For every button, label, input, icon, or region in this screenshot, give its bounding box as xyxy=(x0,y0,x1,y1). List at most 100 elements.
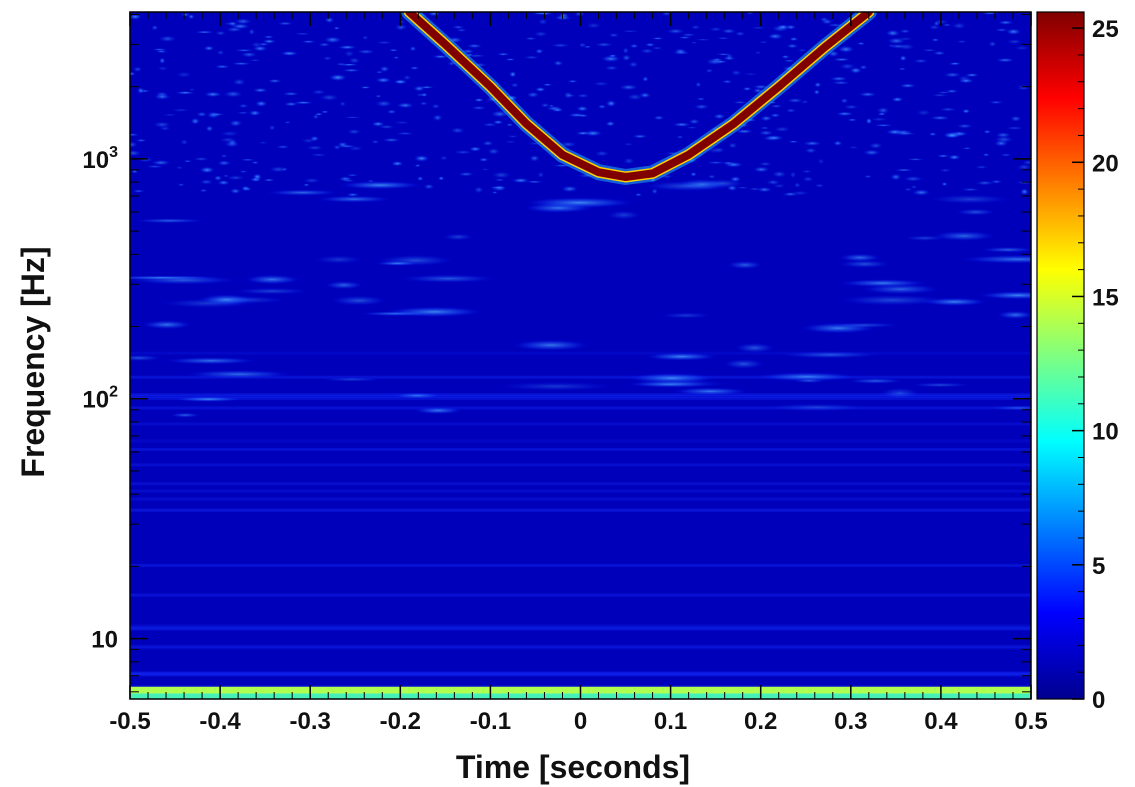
noise-speckle xyxy=(814,81,822,88)
noise-speckle xyxy=(333,144,341,150)
noise-speckle xyxy=(982,153,990,157)
colorbar-tick-label: 5 xyxy=(1092,553,1105,580)
noise-speckle xyxy=(432,114,443,122)
noise-speckle xyxy=(939,168,952,173)
noise-blob xyxy=(499,382,613,391)
noise-speckle xyxy=(727,142,738,149)
noise-speckle xyxy=(849,67,863,74)
noise-speckle xyxy=(245,187,252,191)
noise-speckle xyxy=(219,130,240,137)
noise-speckle xyxy=(262,39,276,44)
noise-speckle xyxy=(769,113,781,118)
noise-speckle xyxy=(906,158,925,161)
x-tick-label: -0.4 xyxy=(199,708,241,735)
noise-speckle xyxy=(726,185,738,192)
noise-band xyxy=(130,463,1031,467)
noise-speckle xyxy=(1005,28,1022,35)
noise-speckle xyxy=(960,187,980,192)
noise-speckle xyxy=(468,146,482,152)
noise-speckle xyxy=(135,138,147,143)
noise-speckle xyxy=(553,60,564,67)
noise-speckle xyxy=(685,126,698,129)
noise-speckle xyxy=(130,133,140,137)
noise-speckle xyxy=(941,181,948,187)
noise-speckle xyxy=(481,168,490,171)
noise-band xyxy=(130,447,1031,451)
noise-band xyxy=(130,422,1031,426)
noise-speckle xyxy=(375,77,392,83)
noise-blob xyxy=(244,274,300,285)
noise-speckle xyxy=(262,35,275,39)
noise-speckle xyxy=(471,106,487,110)
noise-speckle xyxy=(742,73,759,76)
noise-speckle xyxy=(529,154,540,162)
noise-speckle xyxy=(293,100,314,105)
noise-speckle xyxy=(496,52,510,56)
noise-speckle xyxy=(862,149,881,156)
noise-speckle xyxy=(550,43,570,48)
noise-speckle xyxy=(887,44,896,47)
noise-speckle xyxy=(494,178,505,182)
noise-speckle xyxy=(856,42,866,46)
noise-speckle xyxy=(275,145,291,149)
noise-speckle xyxy=(306,145,324,151)
noise-speckle xyxy=(478,157,489,162)
noise-speckle xyxy=(797,48,808,52)
noise-speckle xyxy=(213,175,223,181)
noise-band xyxy=(130,497,1031,501)
noise-speckle xyxy=(885,29,900,37)
noise-speckle xyxy=(559,141,578,148)
noise-blob xyxy=(677,178,726,190)
noise-speckle xyxy=(713,113,726,120)
noise-speckle xyxy=(375,100,393,108)
noise-speckle xyxy=(190,117,200,125)
noise-speckle xyxy=(605,100,617,107)
noise-speckle xyxy=(804,147,817,154)
noise-speckle xyxy=(487,147,500,155)
noise-speckle xyxy=(540,102,550,108)
noise-speckle xyxy=(130,169,139,174)
noise-speckle xyxy=(382,137,401,143)
colorbar: 0 5 10 15 20 25 xyxy=(1036,11,1119,714)
noise-speckle xyxy=(705,68,714,73)
noise-speckle xyxy=(672,122,691,127)
noise-speckle xyxy=(431,103,441,109)
noise-blob xyxy=(385,306,483,317)
noise-speckle xyxy=(526,91,540,98)
noise-speckle xyxy=(203,91,222,98)
noise-speckle xyxy=(876,106,890,114)
noise-speckle xyxy=(337,45,357,50)
noise-speckle xyxy=(735,186,750,189)
noise-band xyxy=(130,593,1031,597)
noise-speckle xyxy=(821,18,834,25)
noise-speckle xyxy=(268,124,276,131)
noise-speckle xyxy=(158,35,177,42)
noise-speckle xyxy=(523,55,540,60)
noise-speckle xyxy=(162,113,178,117)
noise-blob xyxy=(266,189,339,196)
noise-band xyxy=(130,375,1031,379)
noise-speckle xyxy=(450,127,465,134)
noise-speckle xyxy=(137,87,145,94)
noise-speckle xyxy=(894,168,914,172)
noise-speckle xyxy=(402,74,412,81)
noise-band xyxy=(130,508,1031,512)
noise-speckle xyxy=(995,57,1015,63)
noise-speckle xyxy=(525,180,544,184)
noise-speckle xyxy=(706,161,726,165)
noise-speckle xyxy=(732,100,748,104)
noise-speckle xyxy=(458,171,475,177)
noise-speckle xyxy=(837,45,855,53)
y-tick-label: 103 xyxy=(82,144,118,174)
noise-speckle xyxy=(362,35,369,40)
noise-blob xyxy=(981,246,1031,253)
noise-speckle xyxy=(132,189,145,193)
noise-speckle xyxy=(760,115,773,122)
noise-speckle xyxy=(768,101,777,104)
noise-speckle xyxy=(159,57,166,64)
colorbar-strip xyxy=(1036,11,1085,700)
noise-speckle xyxy=(932,50,946,56)
noise-speckle xyxy=(721,28,737,34)
noise-speckle xyxy=(803,140,822,146)
